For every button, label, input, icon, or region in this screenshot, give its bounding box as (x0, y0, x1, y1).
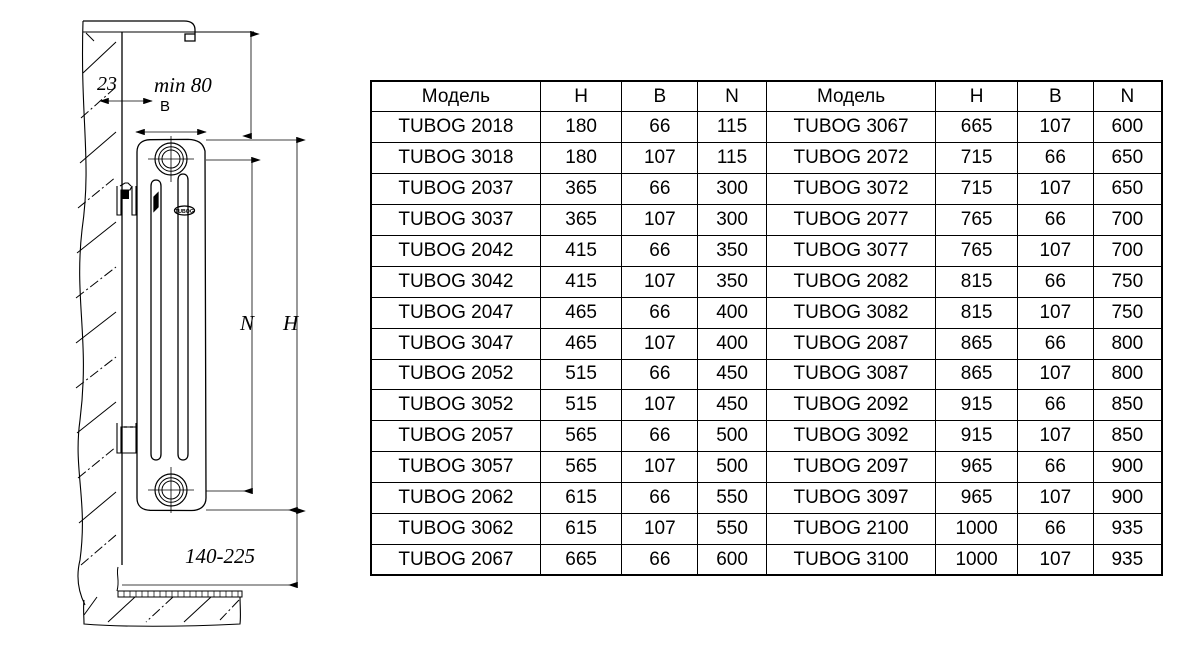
svg-text:TUBOG: TUBOG (175, 209, 194, 215)
svg-text:B: B (160, 98, 170, 115)
svg-text:N: N (239, 311, 255, 335)
svg-text:23: 23 (97, 73, 117, 95)
svg-text:H: H (282, 311, 300, 335)
svg-text:min 80: min 80 (154, 73, 212, 97)
svg-text:140-225: 140-225 (185, 544, 255, 568)
